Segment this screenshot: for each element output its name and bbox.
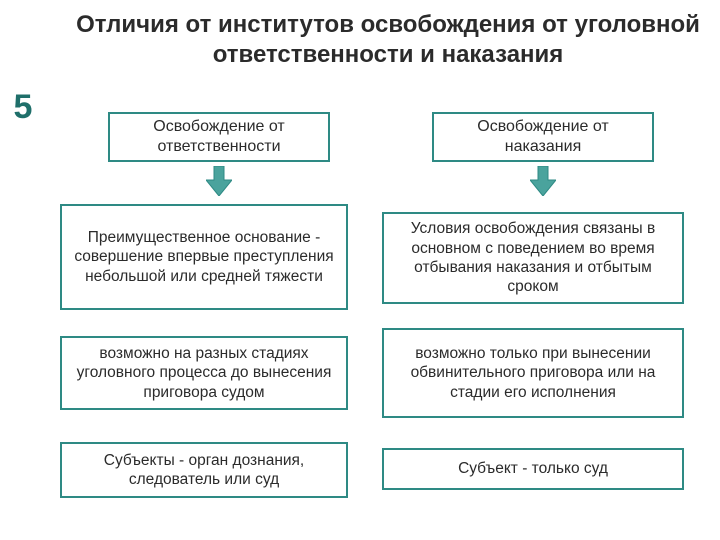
slide-number: 5 bbox=[0, 88, 46, 127]
row1-right-box: Условия освобождения связаны в основном … bbox=[382, 212, 684, 304]
row2-right-box: возможно только при вынесении обвинитель… bbox=[382, 328, 684, 418]
row2-left-box: возможно на разных стадиях уголовного пр… bbox=[60, 336, 348, 410]
row3-left-box: Субъекты - орган дознания, следователь и… bbox=[60, 442, 348, 498]
row3-right-box: Субъект - только суд bbox=[382, 448, 684, 490]
page-title: Отличия от институтов освобождения от уг… bbox=[72, 10, 704, 70]
arrow-down-icon bbox=[530, 166, 556, 196]
arrow-down-icon bbox=[206, 166, 232, 196]
header-box-left: Освобождение от ответственности bbox=[108, 112, 330, 162]
row1-left-box: Преимущественное основание - совершение … bbox=[60, 204, 348, 310]
header-box-right: Освобождение от наказания bbox=[432, 112, 654, 162]
